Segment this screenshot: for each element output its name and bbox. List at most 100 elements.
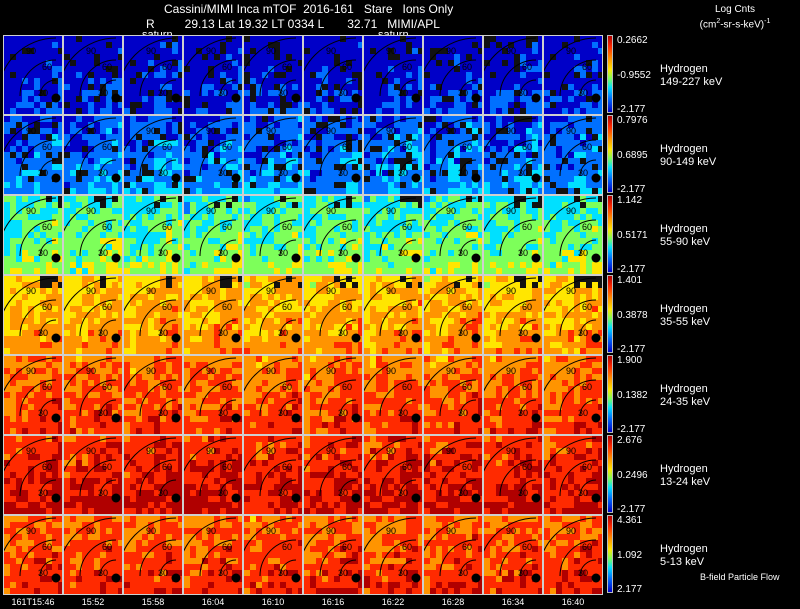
contour-label: 60 xyxy=(342,542,352,552)
saturn-disc xyxy=(351,333,361,343)
saturn-disc xyxy=(291,573,301,583)
contour-line xyxy=(439,139,477,177)
image-panel-pixels: 90 60 30 xyxy=(424,116,482,194)
channel-energy: 13-24 keV xyxy=(660,476,711,488)
contour-label: 90 xyxy=(206,446,216,456)
contour-label: 90 xyxy=(86,286,96,296)
contour-label: 90 xyxy=(326,366,336,376)
image-panel: 90 60 30 xyxy=(63,515,123,595)
image-panel-pixels: 90 60 30 xyxy=(124,116,182,194)
contour-label: 30 xyxy=(218,168,228,178)
saturn-disc xyxy=(591,413,601,423)
saturn-disc xyxy=(531,173,541,183)
contour-label: 90 xyxy=(446,46,456,56)
channel-energy: 5-13 keV xyxy=(660,556,705,568)
contour-line xyxy=(19,59,57,97)
saturn-disc xyxy=(111,173,121,183)
colorbar xyxy=(607,275,613,353)
contour-line xyxy=(124,277,177,312)
contour-label: 30 xyxy=(218,328,228,338)
image-panel-pixels: 90 60 30 xyxy=(544,436,602,514)
contour-line xyxy=(139,539,177,577)
contour-line xyxy=(544,357,597,392)
contour-label: 60 xyxy=(102,62,112,72)
image-panel: 90 60 30 xyxy=(303,515,363,595)
contour-line xyxy=(579,159,597,177)
contour-label: 90 xyxy=(146,206,156,216)
contour-label: 30 xyxy=(158,248,168,258)
saturn-disc xyxy=(351,413,361,423)
contour-label: 90 xyxy=(26,446,36,456)
contour-line xyxy=(199,219,237,257)
contour-label: 30 xyxy=(518,488,528,498)
contour-label: 90 xyxy=(266,126,276,136)
contour-label: 60 xyxy=(582,62,592,72)
contour-label: 60 xyxy=(222,542,232,552)
channel-species: Hydrogen xyxy=(660,383,708,395)
contour-label: 30 xyxy=(278,488,288,498)
contour-label: 60 xyxy=(462,462,472,472)
contour-label: 60 xyxy=(402,302,412,312)
image-panel-pixels: 90 60 30 xyxy=(484,36,542,114)
image-panel-pixels: 90 60 30 xyxy=(364,276,422,354)
contour-label: 60 xyxy=(162,302,172,312)
contour-label: 30 xyxy=(218,488,228,498)
contour-line xyxy=(439,59,477,97)
image-panel-pixels: 90 60 30 xyxy=(244,516,302,594)
contour-line xyxy=(579,479,597,497)
saturn-disc xyxy=(591,333,601,343)
contour-line xyxy=(244,517,297,552)
contour-line xyxy=(364,357,417,392)
image-panel-pixels: 90 60 30 xyxy=(244,36,302,114)
contour-line xyxy=(579,559,597,577)
saturn-disc xyxy=(411,573,421,583)
image-panel-pixels: 90 60 30 xyxy=(484,196,542,274)
contour-line xyxy=(484,37,537,72)
units-formula: (cm2-sr-s-keV)-1 xyxy=(699,18,771,31)
contour-line xyxy=(579,239,597,257)
contour-label: 30 xyxy=(158,328,168,338)
contour-label: 90 xyxy=(446,206,456,216)
saturn-disc xyxy=(411,173,421,183)
image-panel: 90 60 30 xyxy=(63,35,123,115)
image-panel: 90 60 30 xyxy=(543,355,603,435)
contour-label: 30 xyxy=(338,328,348,338)
contour-label: 90 xyxy=(86,206,96,216)
image-panel: 90 60 30 xyxy=(3,35,63,115)
image-panel-pixels: 90 60 30 xyxy=(4,196,62,274)
contour-line xyxy=(339,399,357,417)
image-panel-pixels: 90 60 30 xyxy=(304,436,362,514)
contour-label: 60 xyxy=(282,222,292,232)
contour-label: 30 xyxy=(578,328,588,338)
contour-label: 30 xyxy=(338,488,348,498)
colorbar xyxy=(607,195,613,273)
contour-line xyxy=(544,117,597,152)
channel-label: Hydrogen 149-227 keV xyxy=(660,63,770,89)
contour-label: 60 xyxy=(342,62,352,72)
colorbar-min: -2.177 xyxy=(617,104,646,115)
contour-line xyxy=(379,379,417,417)
contour-line xyxy=(79,539,117,577)
contour-line xyxy=(259,539,297,577)
contour-label: 90 xyxy=(266,526,276,536)
image-panel-pixels: 90 60 30 xyxy=(424,196,482,274)
channel-energy: 35-55 keV xyxy=(660,316,711,328)
saturn-disc xyxy=(231,493,241,503)
contour-line xyxy=(544,197,597,232)
channel-label: Hydrogen 13-24 keV xyxy=(660,463,770,489)
contour-line xyxy=(99,79,117,97)
channel-label: Hydrogen 35-55 keV xyxy=(660,303,770,329)
contour-line xyxy=(399,399,417,417)
image-panel-pixels: 90 60 30 xyxy=(64,196,122,274)
contour-label: 90 xyxy=(446,126,456,136)
contour-line xyxy=(319,459,357,497)
contour-label: 30 xyxy=(338,168,348,178)
saturn-disc xyxy=(171,173,181,183)
image-panel: 90 60 30 xyxy=(123,35,183,115)
image-panel-pixels: 90 60 30 xyxy=(64,36,122,114)
contour-label: 30 xyxy=(218,568,228,578)
contour-line xyxy=(459,79,477,97)
image-panel-pixels: 90 60 30 xyxy=(244,436,302,514)
image-panel-pixels: 90 60 30 xyxy=(304,356,362,434)
contour-line xyxy=(459,239,477,257)
